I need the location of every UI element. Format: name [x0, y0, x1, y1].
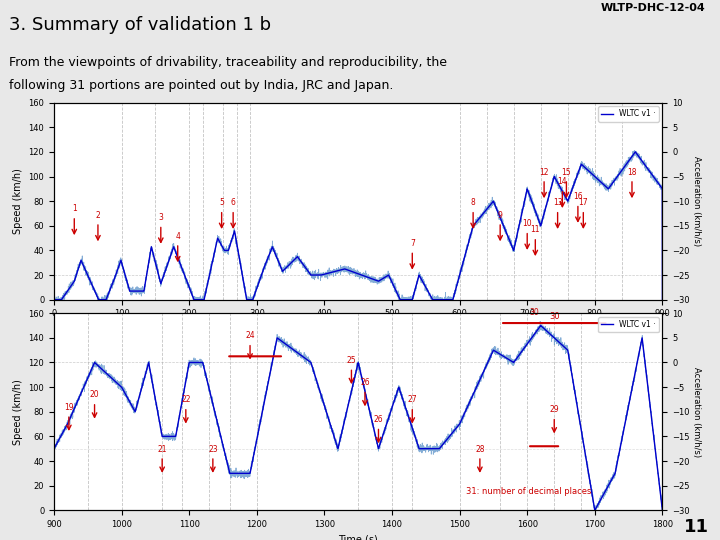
- Text: 30: 30: [549, 312, 559, 321]
- X-axis label: Time (s): Time (s): [338, 535, 378, 540]
- Text: 10: 10: [523, 219, 532, 228]
- Text: WLTP-DHC-12-04: WLTP-DHC-12-04: [601, 3, 706, 14]
- Text: 19: 19: [64, 403, 73, 411]
- Text: 20: 20: [90, 390, 99, 400]
- Text: 24: 24: [246, 332, 255, 340]
- Text: 7: 7: [410, 239, 415, 248]
- Text: 12: 12: [539, 167, 549, 177]
- Text: 29: 29: [549, 405, 559, 414]
- Y-axis label: Acceleration (km/h/s): Acceleration (km/h/s): [692, 367, 701, 457]
- Legend: WLTC v1 ·: WLTC v1 ·: [598, 317, 659, 332]
- Text: 9: 9: [498, 211, 503, 220]
- Text: 28: 28: [475, 444, 485, 454]
- Text: 2: 2: [96, 211, 100, 220]
- Text: 16: 16: [573, 192, 582, 201]
- Text: 14: 14: [557, 177, 567, 186]
- Text: 31: number of decimal places: 31: number of decimal places: [467, 487, 592, 496]
- Text: 15: 15: [562, 167, 571, 177]
- Text: 27: 27: [408, 395, 417, 404]
- Text: 26: 26: [374, 415, 383, 424]
- Text: From the viewpoints of drivability, traceability and reproducibility, the: From the viewpoints of drivability, trac…: [9, 57, 447, 70]
- Text: 13: 13: [553, 198, 562, 207]
- Text: 8: 8: [471, 198, 475, 207]
- Text: 22: 22: [181, 395, 191, 404]
- Text: 1: 1: [72, 205, 76, 213]
- Y-axis label: Acceleration (km/h/s): Acceleration (km/h/s): [692, 156, 701, 246]
- Text: 26: 26: [360, 378, 370, 387]
- Text: 17: 17: [578, 198, 588, 207]
- Text: 11: 11: [531, 225, 540, 234]
- Text: 25: 25: [346, 356, 356, 365]
- Text: 3. Summary of validation 1 b: 3. Summary of validation 1 b: [9, 16, 271, 34]
- Text: 5: 5: [219, 198, 224, 207]
- Text: 11: 11: [684, 517, 709, 536]
- Text: 18: 18: [627, 167, 636, 177]
- Text: 30: 30: [529, 308, 539, 317]
- Text: 6: 6: [230, 198, 235, 207]
- Text: 4: 4: [175, 232, 180, 240]
- Text: 21: 21: [158, 444, 167, 454]
- Text: 23: 23: [208, 444, 217, 454]
- Text: following 31 portions are pointed out by India, JRC and Japan.: following 31 portions are pointed out by…: [9, 79, 394, 92]
- X-axis label: Time (s): Time (s): [338, 324, 378, 334]
- Legend: WLTC v1 ·: WLTC v1 ·: [598, 106, 659, 122]
- Text: 3: 3: [158, 213, 163, 222]
- Y-axis label: Speed (km/h): Speed (km/h): [13, 168, 23, 234]
- Y-axis label: Speed (km/h): Speed (km/h): [13, 379, 23, 444]
